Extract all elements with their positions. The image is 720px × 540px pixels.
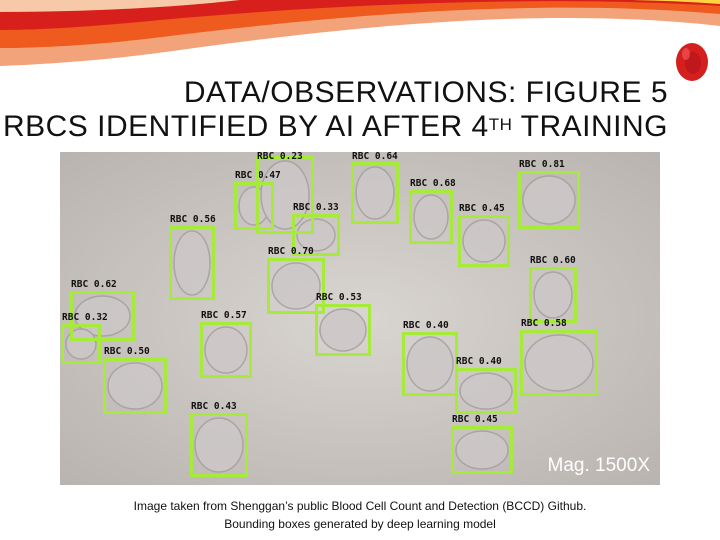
red-blood-cell <box>107 362 163 410</box>
detection-label: RBC 0.64 <box>352 152 398 162</box>
image-caption: Image taken from Shenggan’s public Blood… <box>0 497 720 533</box>
detection-label: RBC 0.81 <box>519 159 565 170</box>
detection-label: RBC 0.53 <box>316 292 362 303</box>
detection-box <box>103 358 167 414</box>
detection-label: RBC 0.70 <box>268 246 314 257</box>
detection-box <box>529 267 577 323</box>
microscope-image: RBC 0.47 RBC 0.23 RBC 0.33 RBC 0.64 RBC 0.68… <box>60 152 660 485</box>
slide-title: DATA/OBSERVATIONS: FIGURE 5 RBCS IDENTIF… <box>3 76 668 144</box>
detection-label: RBC 0.56 <box>170 214 216 225</box>
detection-box <box>458 215 510 267</box>
detection-label: RBC 0.33 <box>293 202 339 213</box>
detection-box <box>402 332 458 396</box>
red-blood-cell <box>204 326 248 374</box>
title-line-1: DATA/OBSERVATIONS: FIGURE 5 <box>183 76 668 109</box>
detection-box <box>451 426 513 474</box>
red-blood-cell <box>65 328 97 360</box>
detection-label: RBC 0.58 <box>521 318 567 329</box>
red-blood-cell <box>459 372 513 410</box>
red-blood-cell <box>413 194 449 240</box>
red-blood-cell <box>462 219 506 263</box>
detection-label: RBC 0.45 <box>452 414 498 425</box>
detection-box <box>256 156 314 234</box>
detection-box <box>190 413 248 477</box>
detection-box <box>61 324 101 364</box>
red-blood-cell <box>296 218 336 252</box>
detection-label: RBC 0.32 <box>62 312 108 323</box>
detection-label: RBC 0.40 <box>456 356 502 367</box>
red-blood-cell <box>173 230 211 296</box>
detection-label: RBC 0.62 <box>71 279 117 290</box>
detection-box <box>70 291 135 341</box>
red-blood-cell <box>271 262 321 310</box>
detection-label: RBC 0.60 <box>530 255 576 266</box>
red-blood-cell <box>194 417 244 473</box>
red-blood-cell <box>522 175 576 225</box>
detection-box <box>234 182 274 230</box>
detection-box <box>200 322 252 378</box>
caption-line-2: Bounding boxes generated by deep learnin… <box>224 517 496 531</box>
detection-box <box>409 190 453 244</box>
red-blood-cell <box>355 166 395 220</box>
detection-box <box>520 330 598 396</box>
red-blood-cell <box>455 430 509 470</box>
detection-label: RBC 0.43 <box>191 401 237 412</box>
detection-label: RBC 0.50 <box>104 346 150 357</box>
detection-box <box>169 226 215 300</box>
detection-label: RBC 0.45 <box>459 203 505 214</box>
red-blood-cell <box>533 271 573 319</box>
detection-label: RBC 0.57 <box>201 310 247 321</box>
decorative-swoosh <box>0 0 720 66</box>
detection-box <box>351 162 399 224</box>
red-blood-cell <box>524 334 594 392</box>
magnification-label: Mag. 1500X <box>547 455 650 476</box>
detection-label: RBC 0.40 <box>403 320 449 331</box>
detection-box <box>455 368 517 414</box>
detection-box <box>292 214 340 256</box>
detection-box <box>518 171 580 229</box>
title-line-2: RBCS IDENTIFIED BY AI AFTER 4TH TRAINING <box>2 110 668 143</box>
caption-line-1: Image taken from Shenggan’s public Blood… <box>133 499 587 513</box>
detection-label: RBC 0.23 <box>257 152 303 162</box>
red-blood-cell <box>406 336 454 392</box>
detection-box <box>267 258 325 314</box>
detection-box <box>315 304 371 356</box>
blood-cell-icon <box>676 43 708 81</box>
red-blood-cell <box>319 308 367 352</box>
detection-label: RBC 0.68 <box>410 178 456 189</box>
